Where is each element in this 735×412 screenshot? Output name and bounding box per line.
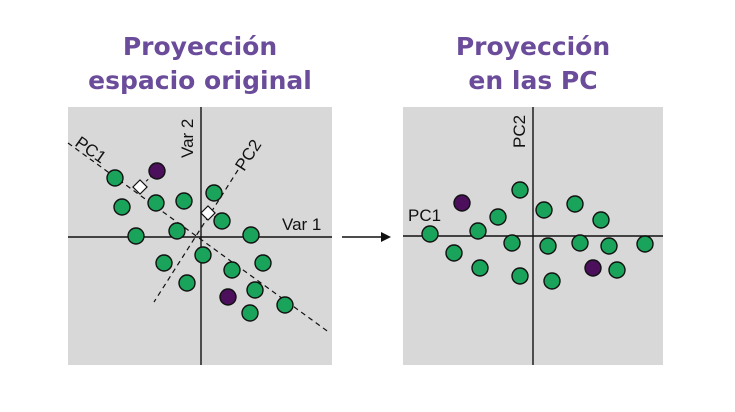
projected-data-point <box>636 235 654 253</box>
data-point <box>276 296 294 314</box>
data-point <box>194 246 212 264</box>
data-point <box>241 304 259 322</box>
pc2-label-projected: PC2 <box>510 115 529 148</box>
projected-data-point <box>469 222 487 240</box>
data-point <box>205 184 223 202</box>
data-point <box>168 222 186 240</box>
projected-data-point <box>535 201 553 219</box>
title-original-line2: espacio original <box>88 66 312 95</box>
data-point <box>254 254 272 272</box>
highlighted-data-point <box>219 288 237 306</box>
projected-data-point <box>608 261 626 279</box>
data-point <box>242 226 260 244</box>
title-original-line1: Proyección <box>122 32 278 61</box>
pc2-direction-line <box>153 169 239 303</box>
data-point <box>113 198 131 216</box>
projection-point-marker <box>132 179 148 195</box>
data-point <box>127 227 145 245</box>
title-pc-line1: Proyección <box>455 32 611 61</box>
projected-data-point <box>539 237 557 255</box>
highlighted-data-point <box>148 162 166 180</box>
data-point <box>223 261 241 279</box>
title-pc-line2: en las PC <box>468 66 598 95</box>
projected-data-point <box>445 244 463 262</box>
highlighted-projected-point <box>584 259 602 277</box>
projected-data-point <box>503 234 521 252</box>
data-point <box>106 169 124 187</box>
data-point <box>213 212 231 230</box>
projected-data-point <box>471 259 489 277</box>
right-arrow-icon <box>342 232 391 242</box>
data-point <box>178 274 196 292</box>
projection-point-marker <box>200 205 216 221</box>
projected-data-point <box>592 211 610 229</box>
original-space-panel <box>68 107 332 365</box>
projected-data-point <box>421 225 439 243</box>
data-point <box>246 281 264 299</box>
projected-data-point <box>511 181 529 199</box>
var2-label: Var 2 <box>178 119 197 158</box>
data-point <box>175 192 193 210</box>
highlighted-projected-point <box>453 194 471 212</box>
projected-data-point <box>566 195 584 213</box>
projected-data-point <box>489 208 507 226</box>
projected-data-point <box>543 272 561 290</box>
data-point <box>155 254 173 272</box>
title-original-space: Proyección espacio original <box>68 30 332 98</box>
projected-data-point <box>600 237 618 255</box>
projected-data-point <box>571 234 589 252</box>
pc1-label-projected: PC1 <box>408 206 441 225</box>
data-point <box>147 194 165 212</box>
var1-label: Var 1 <box>282 215 321 234</box>
title-pc-space: Proyección en las PC <box>403 30 663 98</box>
projected-data-point <box>511 267 529 285</box>
